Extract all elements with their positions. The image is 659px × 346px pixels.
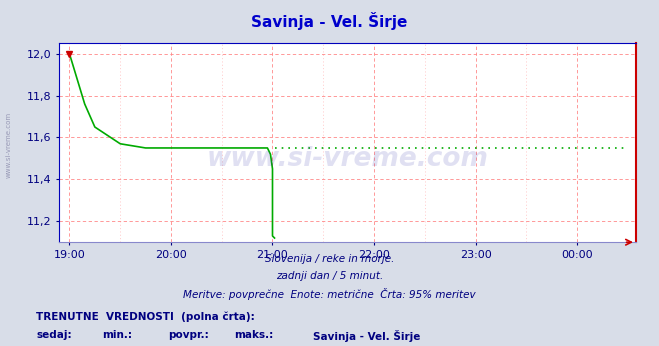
Text: Savinja - Vel. Širje: Savinja - Vel. Širje xyxy=(313,330,420,343)
Text: maks.:: maks.: xyxy=(234,330,273,340)
Text: Savinja - Vel. Širje: Savinja - Vel. Širje xyxy=(251,12,408,30)
Text: min.:: min.: xyxy=(102,330,132,340)
Text: TRENUTNE  VREDNOSTI  (polna črta):: TRENUTNE VREDNOSTI (polna črta): xyxy=(36,311,255,322)
Text: www.si-vreme.com: www.si-vreme.com xyxy=(5,112,11,179)
Text: Meritve: povprečne  Enote: metrične  Črta: 95% meritev: Meritve: povprečne Enote: metrične Črta:… xyxy=(183,288,476,300)
Text: sedaj:: sedaj: xyxy=(36,330,72,340)
Text: Slovenija / reke in morje.: Slovenija / reke in morje. xyxy=(265,254,394,264)
Text: www.si-vreme.com: www.si-vreme.com xyxy=(207,146,488,172)
Text: zadnji dan / 5 minut.: zadnji dan / 5 minut. xyxy=(276,271,383,281)
Text: povpr.:: povpr.: xyxy=(168,330,209,340)
